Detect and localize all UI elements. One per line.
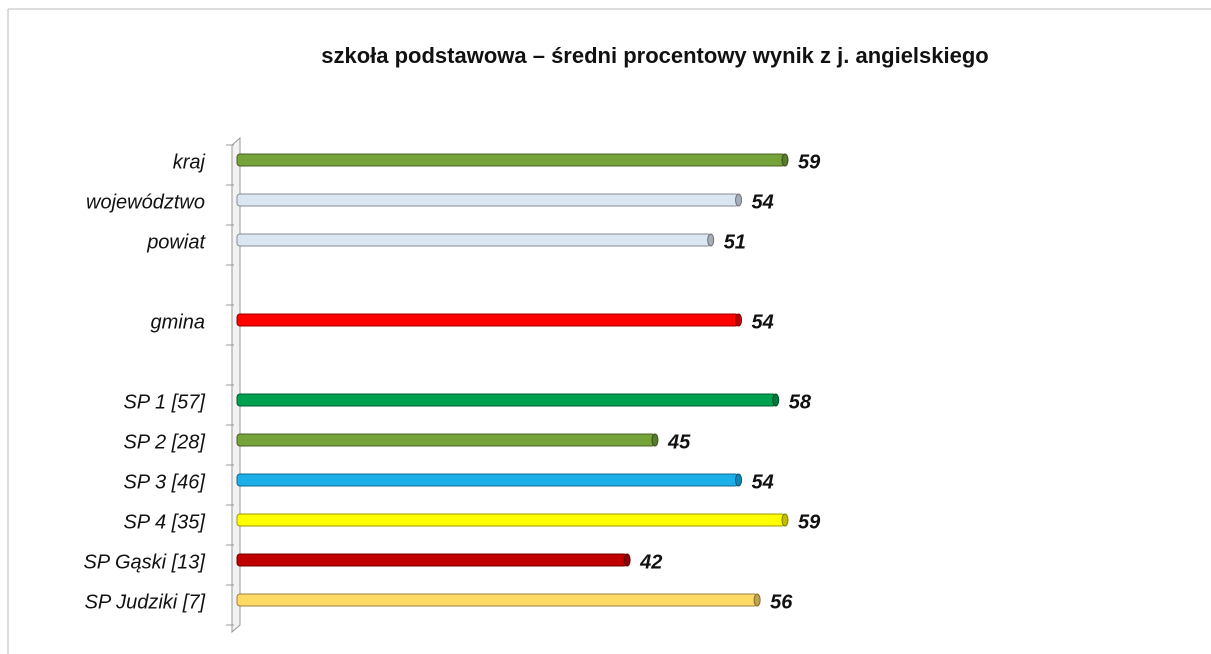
category-label: powiat (146, 231, 206, 253)
value-label: 54 (752, 191, 774, 213)
axis-wall (231, 136, 241, 634)
bar (236, 433, 656, 447)
bar-cap (772, 393, 780, 407)
value-label: 54 (752, 311, 774, 333)
bar-cap (735, 193, 743, 207)
value-label: 59 (798, 151, 821, 173)
value-label: 54 (752, 471, 774, 493)
bar (236, 553, 628, 567)
bar-cap (651, 433, 659, 447)
bar-cap (735, 473, 743, 487)
bar (236, 473, 740, 487)
bar-cap (781, 513, 789, 527)
category-label: kraj (173, 151, 206, 173)
category-label: SP 2 [28] (123, 431, 205, 453)
category-label: województwo (86, 191, 205, 213)
bar-cap (623, 553, 631, 567)
bar-cap (735, 313, 743, 327)
chart-title: szkoła podstawowa – średni procentowy wy… (321, 43, 989, 68)
bar (236, 393, 777, 407)
bar (236, 153, 786, 167)
bar (236, 593, 758, 607)
category-label: SP 3 [46] (123, 471, 205, 493)
category-label: gmina (151, 311, 205, 333)
value-label: 51 (724, 231, 746, 253)
bar-cap (753, 593, 761, 607)
bar-cap (781, 153, 789, 167)
bar (236, 193, 740, 207)
bar (236, 233, 712, 247)
category-label: SP 1 [57] (123, 391, 205, 413)
bar-cap (707, 233, 715, 247)
category-label: SP Judziki [7] (85, 591, 206, 613)
value-label: 58 (789, 391, 812, 413)
value-label: 42 (639, 551, 662, 573)
value-label: 45 (667, 431, 691, 453)
bar (236, 513, 786, 527)
bar (236, 313, 740, 327)
value-label: 59 (798, 511, 821, 533)
category-label: SP 4 [35] (123, 511, 205, 533)
value-label: 56 (770, 591, 793, 613)
category-label: SP Gąski [13] (83, 551, 205, 573)
